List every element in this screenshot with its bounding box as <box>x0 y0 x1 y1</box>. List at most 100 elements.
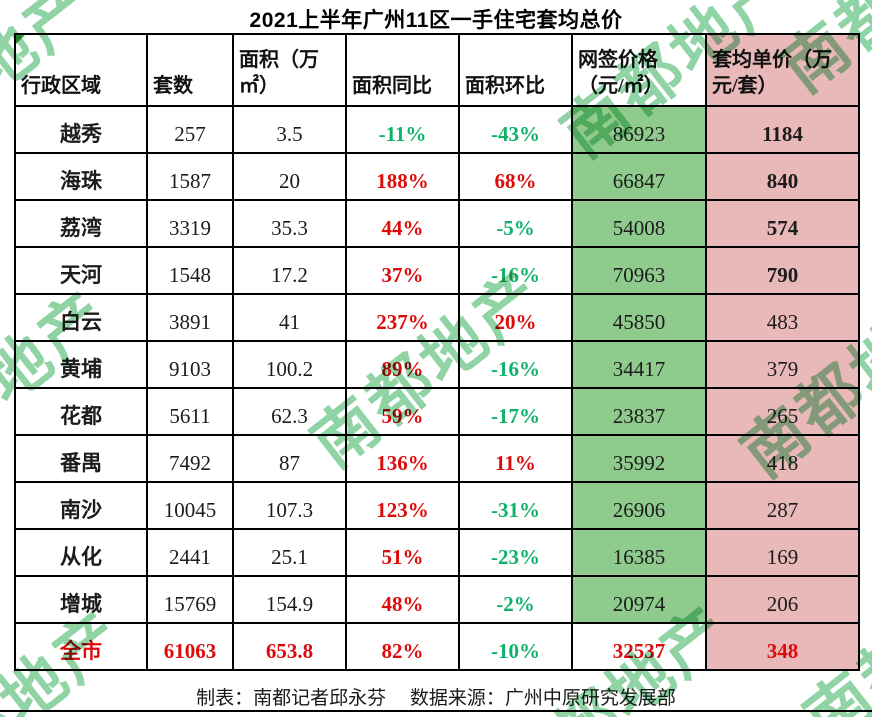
unit-price-value: 418 <box>705 434 860 483</box>
area-yoy-value: 51% <box>345 528 460 577</box>
table-row: 黄埔 9103 100.2 89% -16% 34417 379 <box>14 340 860 389</box>
area-mom-value: -43% <box>458 105 573 154</box>
units-value: 61063 <box>146 622 234 671</box>
area-yoy-value: 123% <box>345 481 460 530</box>
area-value: 62.3 <box>232 387 347 436</box>
area-value: 3.5 <box>232 105 347 154</box>
district-name: 白云 <box>14 293 148 342</box>
area-mom-value: -23% <box>458 528 573 577</box>
table-body: 越秀 257 3.5 -11% -43% 86923 1184 海珠 1587 20 188% 68%… <box>14 105 860 671</box>
unit-price-value: 379 <box>705 340 860 389</box>
price-value: 26906 <box>571 481 707 530</box>
area-value: 87 <box>232 434 347 483</box>
district-name: 增城 <box>14 575 148 624</box>
area-value: 20 <box>232 152 347 201</box>
col-header-district: 行政区域 <box>14 33 148 107</box>
area-mom-value: -2% <box>458 575 573 624</box>
units-value: 9103 <box>146 340 234 389</box>
price-value: 23837 <box>571 387 707 436</box>
area-value: 100.2 <box>232 340 347 389</box>
table-row: 天河 1548 17.2 37% -16% 70963 790 <box>14 246 860 295</box>
col-header-area-yoy: 面积同比 <box>345 33 460 107</box>
table-row: 荔湾 3319 35.3 44% -5% 54008 574 <box>14 199 860 248</box>
area-value: 41 <box>232 293 347 342</box>
area-mom-value: -16% <box>458 340 573 389</box>
units-value: 15769 <box>146 575 234 624</box>
units-value: 1548 <box>146 246 234 295</box>
area-yoy-value: -11% <box>345 105 460 154</box>
area-yoy-value: 82% <box>345 622 460 671</box>
units-value: 1587 <box>146 152 234 201</box>
cell-corner-flag-icon <box>17 36 25 44</box>
area-yoy-value: 44% <box>345 199 460 248</box>
col-header-price: 网签价格 （元/㎡） <box>571 33 707 107</box>
area-mom-value: -17% <box>458 387 573 436</box>
units-value: 2441 <box>146 528 234 577</box>
district-name: 花都 <box>14 387 148 436</box>
unit-price-value: 1184 <box>705 105 860 154</box>
unit-price-value: 840 <box>705 152 860 201</box>
price-value: 54008 <box>571 199 707 248</box>
area-value: 17.2 <box>232 246 347 295</box>
area-yoy-value: 59% <box>345 387 460 436</box>
unit-price-value: 574 <box>705 199 860 248</box>
header-row: 行政区域 套数 面积（万 ㎡） 面积同比 面积环比 网签价格 （元/㎡） 套均单… <box>14 33 860 107</box>
col-header-units: 套数 <box>146 33 234 107</box>
units-value: 3891 <box>146 293 234 342</box>
unit-price-value: 790 <box>705 246 860 295</box>
price-value: 20974 <box>571 575 707 624</box>
district-name: 南沙 <box>14 481 148 530</box>
table-row: 越秀 257 3.5 -11% -43% 86923 1184 <box>14 105 860 154</box>
table-row: 花都 5611 62.3 59% -17% 23837 265 <box>14 387 860 436</box>
area-mom-value: 68% <box>458 152 573 201</box>
district-name: 番禺 <box>14 434 148 483</box>
district-name: 从化 <box>14 528 148 577</box>
units-value: 257 <box>146 105 234 154</box>
area-mom-value: -10% <box>458 622 573 671</box>
district-name: 荔湾 <box>14 199 148 248</box>
area-value: 35.3 <box>232 199 347 248</box>
col-header-area: 面积（万 ㎡） <box>232 33 347 107</box>
price-value: 66847 <box>571 152 707 201</box>
price-value: 35992 <box>571 434 707 483</box>
price-value: 45850 <box>571 293 707 342</box>
table-row: 增城 15769 154.9 48% -2% 20974 206 <box>14 575 860 624</box>
area-value: 154.9 <box>232 575 347 624</box>
district-name: 天河 <box>14 246 148 295</box>
table-row: 海珠 1587 20 188% 68% 66847 840 <box>14 152 860 201</box>
price-value: 34417 <box>571 340 707 389</box>
area-mom-value: -31% <box>458 481 573 530</box>
table-row: 番禺 7492 87 136% 11% 35992 418 <box>14 434 860 483</box>
units-value: 10045 <box>146 481 234 530</box>
district-name: 全市 <box>14 622 148 671</box>
unit-price-value: 206 <box>705 575 860 624</box>
area-yoy-value: 237% <box>345 293 460 342</box>
units-value: 3319 <box>146 199 234 248</box>
area-value: 107.3 <box>232 481 347 530</box>
price-value: 70963 <box>571 246 707 295</box>
table-row: 从化 2441 25.1 51% -23% 16385 169 <box>14 528 860 577</box>
table-header: 行政区域 套数 面积（万 ㎡） 面积同比 面积环比 网签价格 （元/㎡） 套均单… <box>14 33 860 107</box>
units-value: 7492 <box>146 434 234 483</box>
district-name: 黄埔 <box>14 340 148 389</box>
table-row: 白云 3891 41 237% 20% 45850 483 <box>14 293 860 342</box>
bottom-divider <box>0 710 872 712</box>
area-yoy-value: 188% <box>345 152 460 201</box>
unit-price-value: 265 <box>705 387 860 436</box>
table-row-total: 全市 61063 653.8 82% -10% 32537 348 <box>14 622 860 671</box>
area-mom-value: -16% <box>458 246 573 295</box>
district-name: 海珠 <box>14 152 148 201</box>
area-value: 25.1 <box>232 528 347 577</box>
price-value: 86923 <box>571 105 707 154</box>
unit-price-value: 348 <box>705 622 860 671</box>
page-title: 2021上半年广州11区一手住宅套均总价 <box>249 9 623 32</box>
unit-price-value: 483 <box>705 293 860 342</box>
table-row: 南沙 10045 107.3 123% -31% 26906 287 <box>14 481 860 530</box>
district-name: 越秀 <box>14 105 148 154</box>
data-table: 行政区域 套数 面积（万 ㎡） 面积同比 面积环比 网签价格 （元/㎡） 套均单… <box>14 33 860 671</box>
area-mom-value: -5% <box>458 199 573 248</box>
footer-credit: 制表：南都记者邱永芬 数据来源：广州中原研究发展部 <box>196 688 676 709</box>
area-yoy-value: 37% <box>345 246 460 295</box>
price-value: 16385 <box>571 528 707 577</box>
